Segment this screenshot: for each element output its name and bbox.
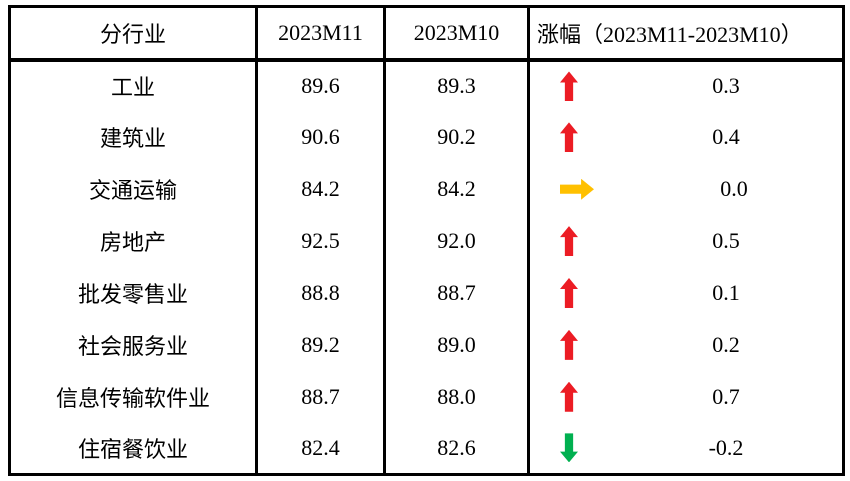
change-cell-inner: 0.4 <box>532 111 843 163</box>
change-value: 0.5 <box>712 228 740 254</box>
m10-value-cell: 89.3 <box>383 59 529 112</box>
table-row: 批发零售业 88.8 88.7 0.1 <box>10 267 844 319</box>
industry-cell: 建筑业 <box>99 126 166 152</box>
m10-value-cell: 84.2 <box>383 163 529 216</box>
header-row: 分行业 2023M11 2023M10 涨幅（2023M11-2023M10） <box>9 6 844 62</box>
change-value: 0.3 <box>712 73 740 99</box>
change-cell: 0.2 <box>527 318 844 371</box>
change-cell: 0.1 <box>527 267 844 319</box>
table-body: 工业 89.6 89.3 0.3 建筑业 90.6 90.2 0.4 <box>10 59 844 475</box>
change-cell: 0.3 <box>527 59 844 112</box>
m11-value-cell: 84.2 <box>255 163 385 216</box>
m11-value-cell: 88.8 <box>255 267 385 319</box>
industry-index-table-container: 分行业 2023M11 2023M10 涨幅（2023M11-2023M10） … <box>8 5 845 476</box>
up-arrow-icon <box>560 381 578 412</box>
m11-value-cell: 89.2 <box>255 318 385 371</box>
change-value: 0.7 <box>712 383 740 409</box>
table-row: 住宿餐饮业 82.4 82.6 -0.2 <box>10 422 844 475</box>
m10-value-cell: 82.6 <box>383 422 529 475</box>
table-row: 工业 89.6 89.3 0.3 <box>10 59 844 112</box>
table-header: 分行业 2023M11 2023M10 涨幅（2023M11-2023M10） <box>9 6 844 62</box>
right-arrow-icon <box>560 178 594 200</box>
change-value: -0.2 <box>708 434 744 460</box>
change-value: 0.4 <box>712 124 740 150</box>
change-cell: 0.0 <box>527 163 844 216</box>
industry-cell: 房地产 <box>99 230 166 256</box>
industry-cell: 住宿餐饮业 <box>77 436 188 462</box>
column-header-2023m11: 2023M11 <box>255 6 385 62</box>
change-value: 0.0 <box>720 176 748 202</box>
up-arrow-icon <box>560 71 578 102</box>
change-cell: 0.7 <box>527 370 844 423</box>
m11-value-cell: 82.4 <box>255 422 385 475</box>
table-row: 信息传输软件业 88.7 88.0 0.7 <box>10 370 844 423</box>
table-row: 建筑业 90.6 90.2 0.4 <box>10 111 844 164</box>
industry-cell: 社会服务业 <box>77 333 188 359</box>
m11-value-cell: 90.6 <box>255 111 385 164</box>
change-value: 0.1 <box>712 279 740 305</box>
industry-cell: 工业 <box>110 75 155 101</box>
up-arrow-icon <box>560 226 578 257</box>
change-cell-inner: 0.3 <box>532 62 843 112</box>
m11-value-cell: 88.7 <box>255 370 385 423</box>
change-cell: 0.4 <box>527 111 844 164</box>
up-arrow-icon <box>560 122 578 153</box>
m10-value-cell: 90.2 <box>383 111 529 164</box>
change-cell-inner: 0.5 <box>532 215 843 267</box>
change-cell-inner: -0.2 <box>532 423 843 473</box>
industry-cell: 信息传输软件业 <box>55 385 210 411</box>
table-row: 房地产 92.5 92.0 0.5 <box>10 215 844 267</box>
change-cell-inner: 0.2 <box>532 319 843 371</box>
change-cell-inner: 0.1 <box>532 267 843 319</box>
change-cell-inner: 0.7 <box>532 371 843 423</box>
up-arrow-icon <box>560 277 578 308</box>
m11-value-cell: 92.5 <box>255 215 385 267</box>
up-arrow-icon <box>560 329 578 360</box>
industry-cell: 批发零售业 <box>77 281 188 307</box>
column-header-2023m10: 2023M10 <box>383 6 529 62</box>
down-arrow-icon <box>560 433 578 463</box>
change-cell: -0.2 <box>527 422 844 475</box>
column-header-industry: 分行业 <box>9 6 257 62</box>
m10-value-cell: 88.7 <box>383 267 529 319</box>
change-cell-inner: 0.0 <box>532 163 843 215</box>
change-value: 0.2 <box>712 331 740 357</box>
industry-index-table: 分行业 2023M11 2023M10 涨幅（2023M11-2023M10） … <box>8 5 845 476</box>
change-cell: 0.5 <box>527 215 844 267</box>
industry-cell: 交通运输 <box>88 178 177 204</box>
table-row: 交通运输 84.2 84.2 0.0 <box>10 163 844 216</box>
m11-value-cell: 89.6 <box>255 59 385 112</box>
m10-value-cell: 88.0 <box>383 370 529 423</box>
m10-value-cell: 89.0 <box>383 318 529 371</box>
column-header-change: 涨幅（2023M11-2023M10） <box>527 6 844 62</box>
table-row: 社会服务业 89.2 89.0 0.2 <box>10 318 844 371</box>
m10-value-cell: 92.0 <box>383 215 529 267</box>
